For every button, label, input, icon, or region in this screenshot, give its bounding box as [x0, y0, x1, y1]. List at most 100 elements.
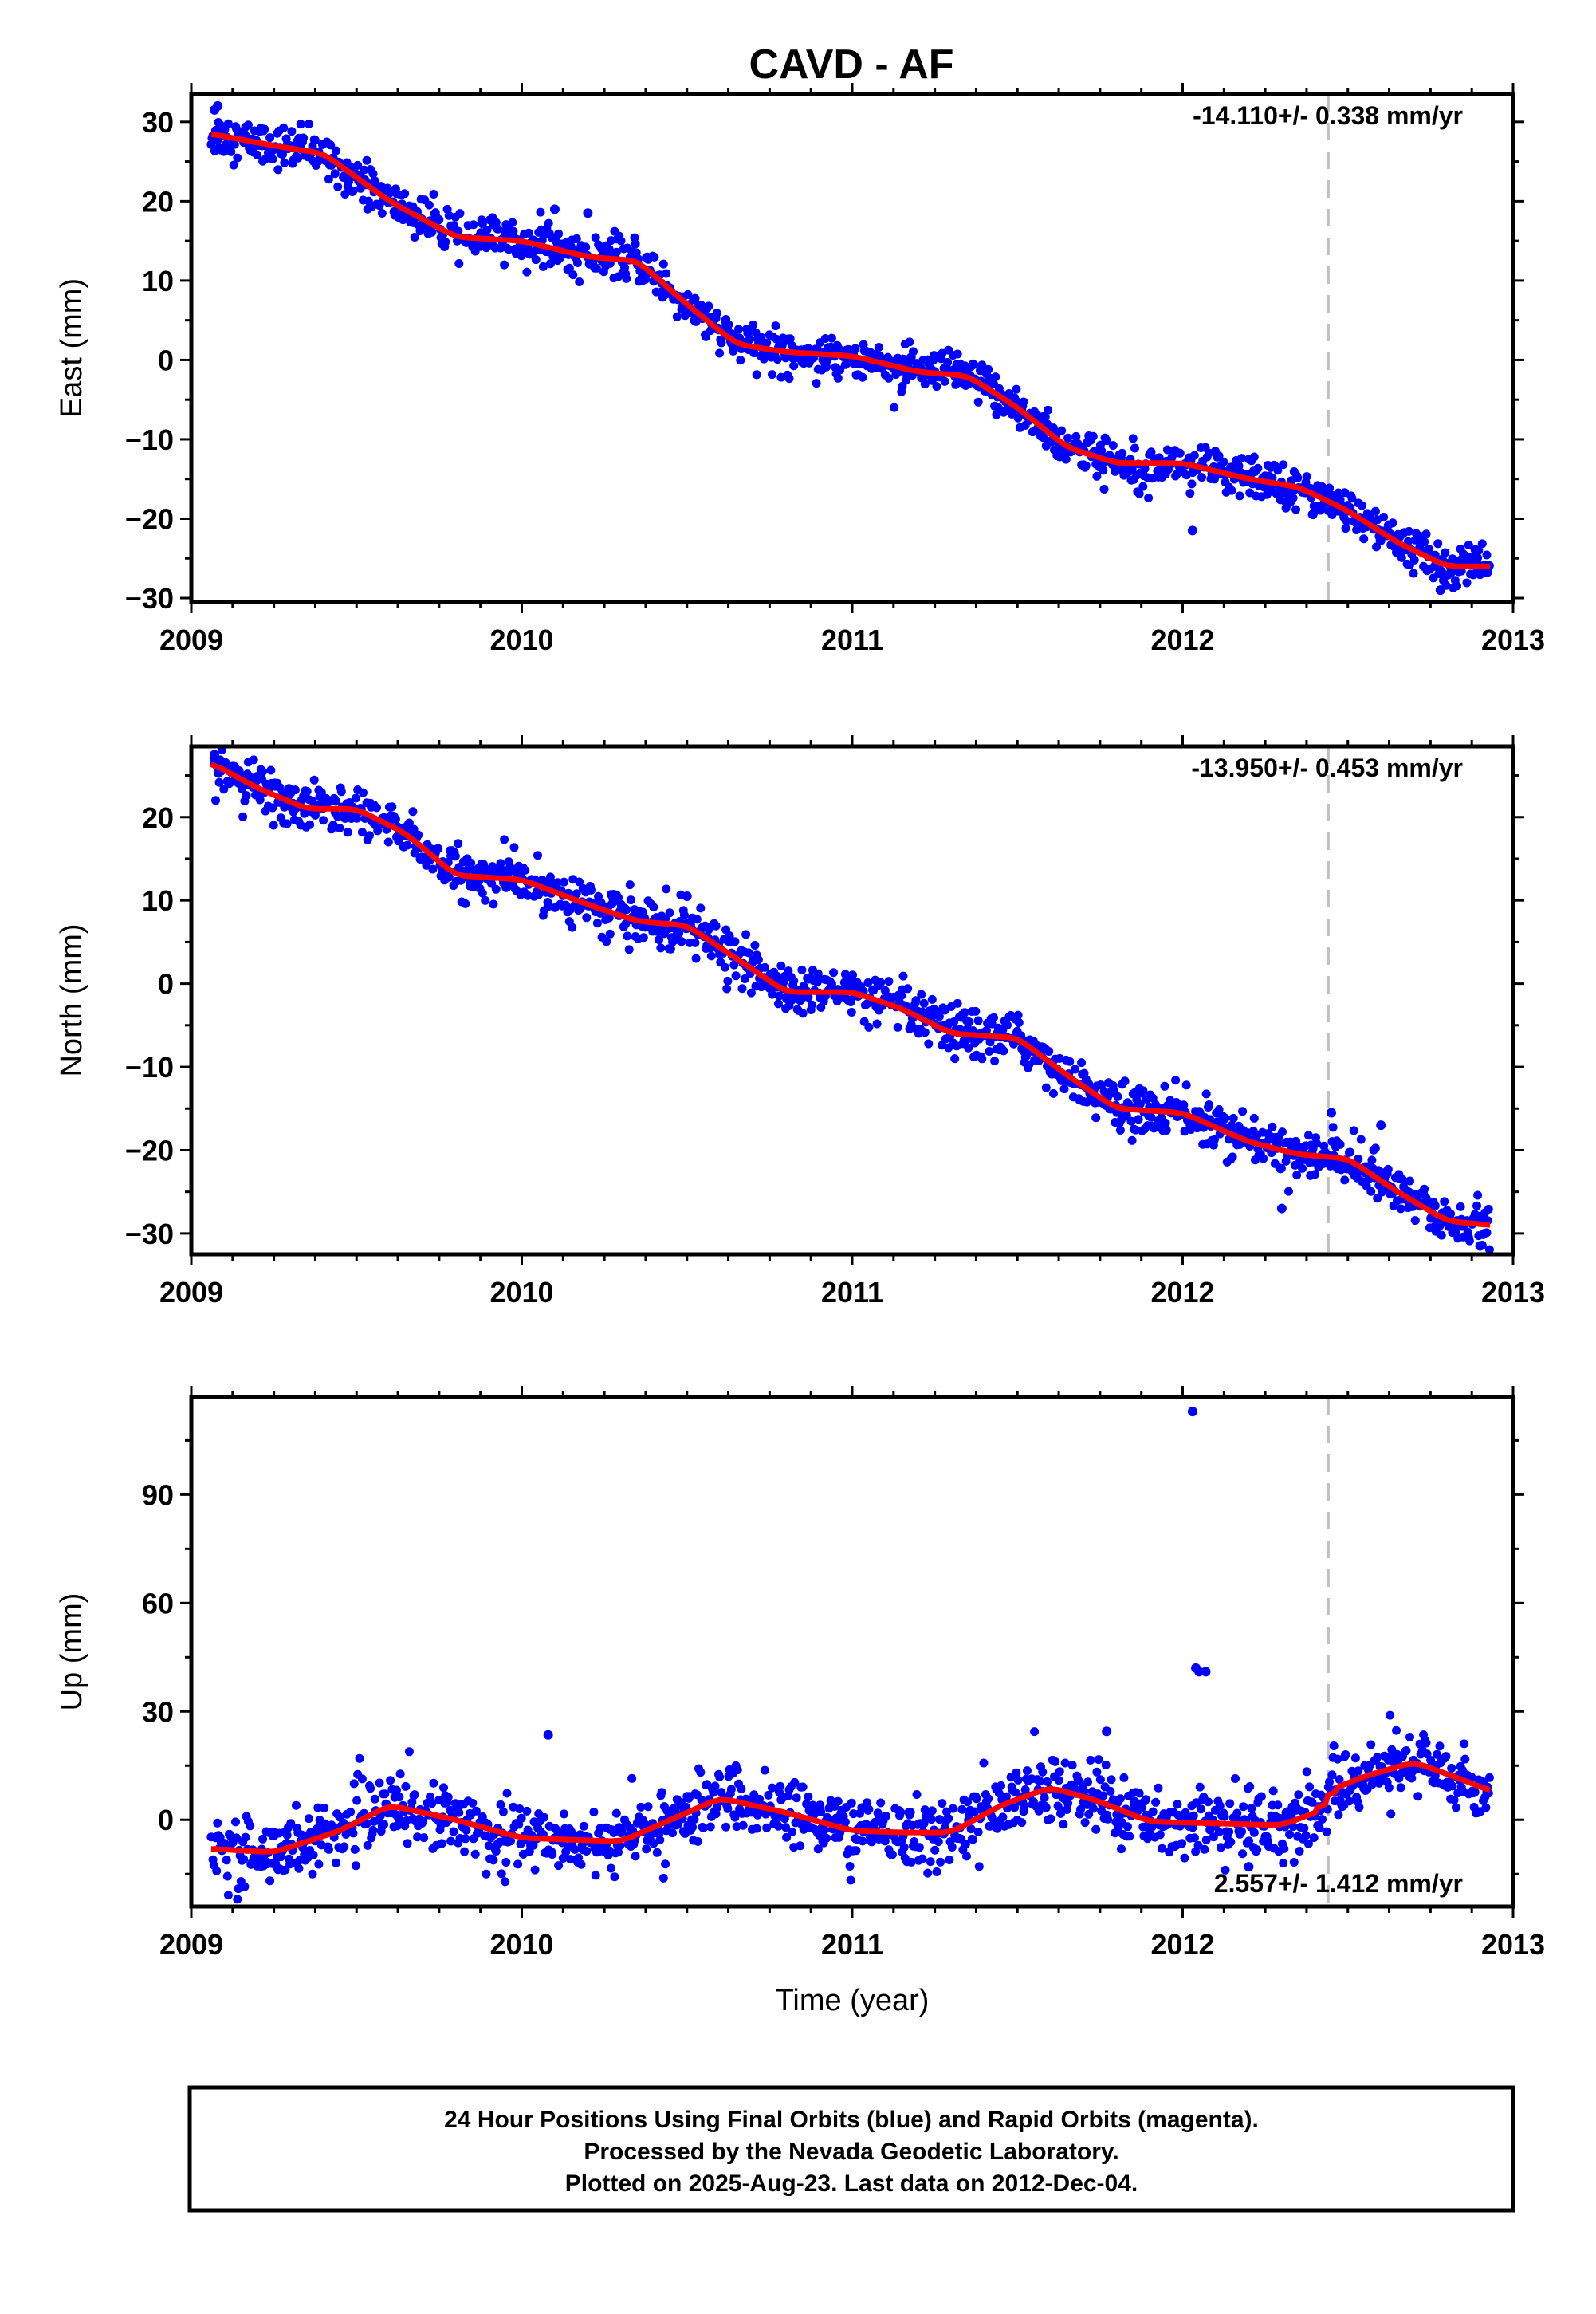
data-point	[1013, 1775, 1023, 1785]
data-point	[292, 1800, 301, 1810]
data-point	[424, 200, 434, 210]
data-point	[1307, 1797, 1317, 1807]
data-point	[242, 791, 251, 801]
data-point	[1370, 506, 1380, 516]
data-point	[296, 120, 305, 129]
data-point	[544, 218, 553, 228]
data-point	[1484, 1245, 1494, 1254]
data-point	[1302, 1767, 1311, 1777]
data-point	[1146, 1112, 1156, 1122]
data-point	[1225, 1827, 1234, 1836]
data-point	[439, 1783, 448, 1793]
data-point	[662, 884, 671, 894]
data-point	[721, 962, 729, 972]
data-point	[1209, 474, 1219, 484]
data-point	[771, 321, 780, 331]
data-point	[478, 219, 487, 229]
data-point	[592, 919, 602, 928]
outlier-point	[1187, 525, 1197, 536]
data-point	[936, 1857, 945, 1867]
data-point	[789, 361, 799, 371]
data-point	[1103, 1814, 1112, 1824]
data-point	[238, 784, 246, 793]
data-point	[746, 988, 756, 998]
data-point	[1020, 1785, 1030, 1794]
up-x-tick-label: 2011	[821, 1928, 883, 1961]
data-point	[1398, 1175, 1407, 1184]
data-point	[1148, 1807, 1158, 1816]
data-point	[336, 787, 346, 797]
data-point	[950, 1054, 960, 1064]
data-point	[1347, 494, 1357, 503]
data-point	[1076, 1804, 1085, 1814]
data-point	[346, 1807, 356, 1816]
data-point	[1449, 1795, 1459, 1804]
data-point	[266, 765, 276, 775]
data-point	[1341, 524, 1350, 533]
data-point	[1379, 513, 1389, 521]
data-point	[906, 1808, 915, 1817]
data-point	[611, 247, 621, 257]
outlier-point	[1475, 569, 1485, 580]
data-point	[851, 1846, 861, 1856]
data-point	[1302, 472, 1311, 482]
data-point	[1044, 1047, 1054, 1056]
data-point	[348, 186, 358, 195]
data-point	[846, 998, 855, 1006]
data-point	[1235, 491, 1244, 501]
data-point	[1481, 1803, 1491, 1812]
data-point	[1359, 534, 1369, 544]
data-point	[658, 259, 668, 269]
data-point	[560, 877, 568, 887]
data-point	[1470, 1788, 1480, 1796]
up-y-tick-label: 0	[158, 1804, 174, 1836]
data-point	[813, 969, 823, 978]
data-point	[1299, 1824, 1309, 1833]
data-point	[1128, 434, 1138, 443]
data-point	[1420, 1184, 1429, 1194]
data-point	[1289, 1858, 1299, 1867]
data-point	[960, 1008, 969, 1017]
data-point	[1151, 1797, 1161, 1807]
data-point	[979, 1758, 989, 1768]
data-point	[533, 851, 542, 860]
north-x-tick-label: 2013	[1481, 1276, 1545, 1309]
data-point	[737, 984, 747, 994]
data-point	[1209, 1135, 1219, 1144]
data-point	[1134, 1789, 1144, 1798]
data-point	[1468, 570, 1478, 580]
data-point	[1063, 433, 1073, 443]
data-point	[625, 880, 635, 890]
data-point	[351, 1861, 360, 1871]
data-point	[772, 355, 782, 364]
data-point	[454, 259, 464, 268]
data-point	[305, 820, 315, 829]
data-point	[702, 332, 711, 341]
data-point	[1107, 1775, 1116, 1785]
data-point	[755, 1794, 765, 1804]
data-point	[1099, 485, 1109, 494]
data-point	[468, 1798, 478, 1808]
data-point	[1396, 1783, 1405, 1793]
data-point	[363, 1840, 372, 1850]
data-point	[875, 351, 884, 360]
data-point	[1095, 1775, 1105, 1785]
data-point	[450, 852, 460, 861]
data-point	[989, 1013, 998, 1022]
data-point	[1221, 1865, 1230, 1875]
data-point	[304, 1814, 313, 1824]
data-point	[847, 1798, 856, 1808]
data-point	[753, 955, 763, 965]
outlier-point	[682, 891, 692, 901]
data-point	[712, 309, 721, 318]
data-point	[812, 379, 821, 388]
data-point	[273, 165, 283, 175]
data-point	[780, 1814, 789, 1824]
east-y-tick-label: −30	[125, 582, 174, 615]
data-point	[554, 229, 564, 238]
data-point	[1010, 1803, 1020, 1812]
data-point	[899, 1843, 909, 1852]
data-point	[1357, 501, 1366, 510]
east-y-tick-label: 0	[158, 344, 174, 376]
data-point	[229, 160, 238, 170]
